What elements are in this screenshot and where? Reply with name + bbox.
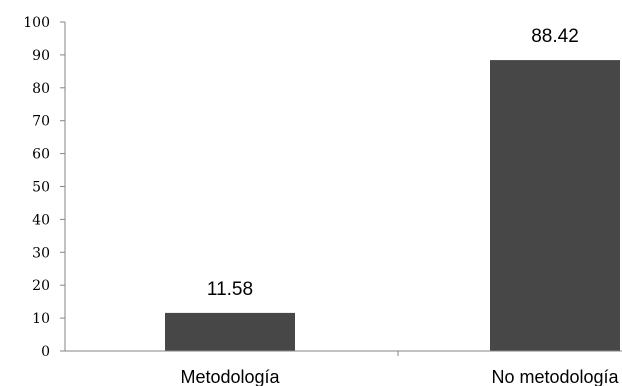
bar-value-label: 88.42	[531, 26, 579, 47]
category-label: No metodología	[491, 367, 619, 386]
y-tick-label: 90	[32, 48, 50, 64]
bar-value-label: 11.58	[207, 279, 253, 300]
y-tick-label: 50	[32, 180, 50, 196]
y-tick-label: 100	[23, 15, 50, 31]
y-tick-label: 80	[32, 81, 50, 97]
y-axis-ticks: 0 10 20 30 40 50 60 70 80 90 100	[23, 15, 399, 360]
y-tick-label: 30	[32, 245, 50, 261]
bar	[165, 312, 295, 351]
bar	[490, 60, 620, 351]
y-tick-label: 10	[32, 311, 50, 327]
y-tick-label: 40	[32, 212, 50, 228]
y-tick-label: 20	[32, 278, 50, 294]
bars	[165, 60, 620, 351]
y-tick-label: 0	[41, 344, 50, 360]
category-label: Metodología	[180, 367, 280, 386]
y-tick-label: 70	[32, 114, 50, 130]
data-labels: 11.58 88.42	[207, 26, 579, 300]
y-tick-label: 60	[32, 147, 50, 163]
category-labels: Metodología No metodología	[180, 367, 619, 386]
